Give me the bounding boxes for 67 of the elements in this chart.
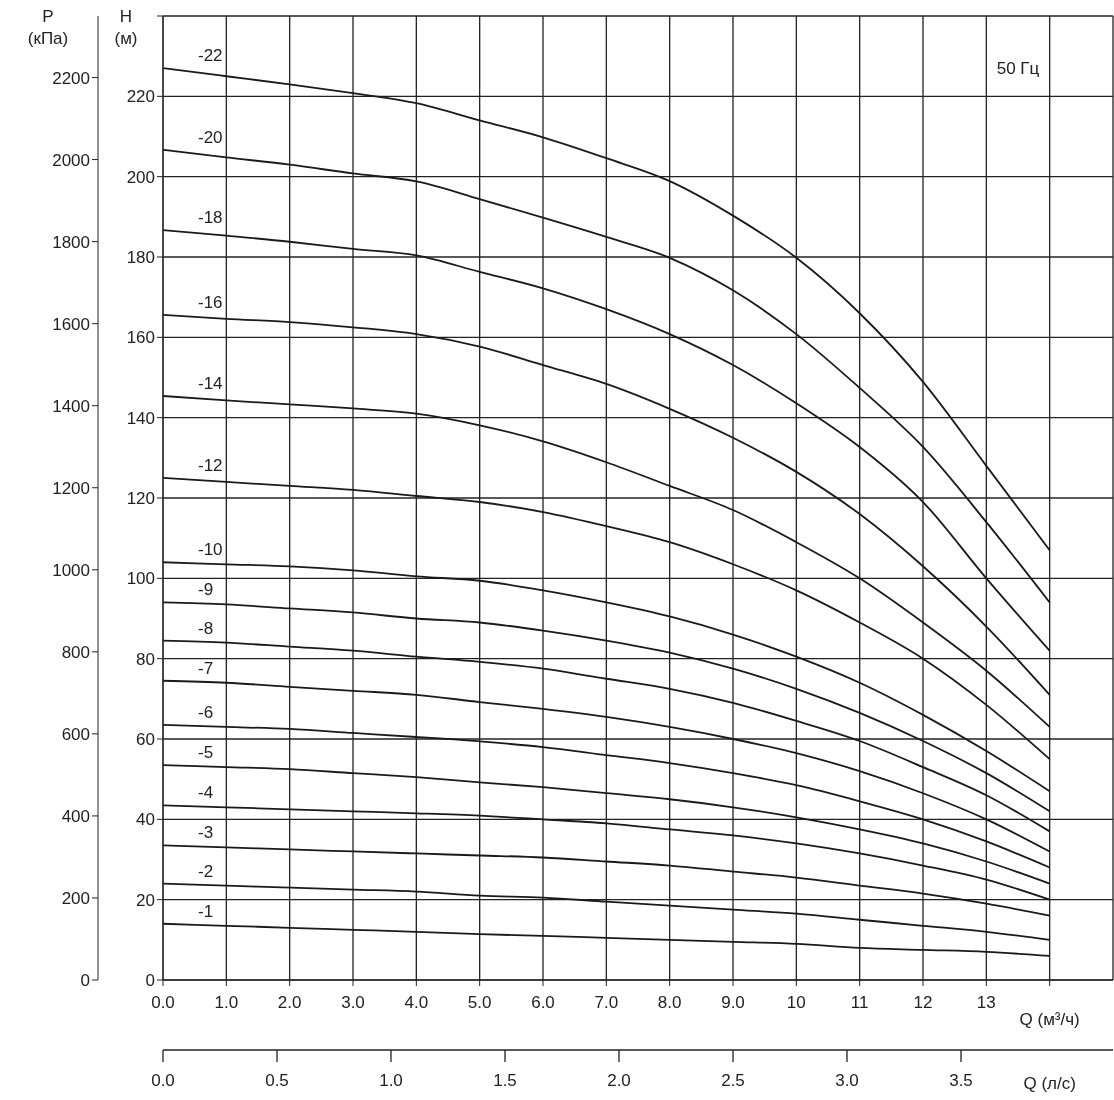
series-label: -9 <box>198 580 214 600</box>
series-label: -10 <box>198 540 223 560</box>
y-tick-label: 140 <box>126 408 155 428</box>
y-tick-label: 100 <box>126 569 155 589</box>
series-label: -8 <box>198 618 214 638</box>
y2-tick-label: 1000 <box>52 560 90 580</box>
x-tick-label: 1.0 <box>214 993 239 1013</box>
x-tick-label: 11 <box>850 993 869 1013</box>
y2-tick-label: 2000 <box>52 150 90 170</box>
series-label: -3 <box>198 823 214 843</box>
y2-tick-label: 0 <box>80 971 90 991</box>
y-tick-label: 80 <box>136 649 155 669</box>
x2-tick-label: 1.5 <box>493 1071 517 1090</box>
y2-tick-label: 1800 <box>52 232 90 252</box>
series-label: -14 <box>198 373 223 393</box>
x-tick-label: 3.0 <box>341 993 365 1013</box>
x2-tick-label: 2.0 <box>607 1071 631 1090</box>
y-tick-label: 20 <box>136 890 155 910</box>
y-tick-label: 200 <box>126 167 155 187</box>
x-tick-label: 13 <box>976 993 996 1013</box>
y-tick-label: 120 <box>126 489 155 509</box>
x-tick-label: 9.0 <box>721 993 745 1013</box>
series-label: -1 <box>198 901 214 921</box>
y-tick-label: 40 <box>136 810 155 830</box>
x2-axis-title: Q (л/с) <box>1023 1074 1076 1093</box>
x-tick-label: 12 <box>913 993 933 1013</box>
x2-tick-label: 1.0 <box>379 1071 403 1090</box>
series-label: -4 <box>198 783 214 803</box>
series-label: -6 <box>198 702 214 722</box>
x-tick-label: 10 <box>786 993 806 1013</box>
y2-tick-label: 1400 <box>52 396 90 416</box>
x-tick-label: 0.0 <box>151 993 175 1013</box>
y2-tick-label: 400 <box>61 806 90 826</box>
y2-tick-label: 800 <box>61 642 90 662</box>
x2-tick-label: 0.5 <box>265 1071 289 1090</box>
y-axis-title: H (м) <box>114 7 138 48</box>
series-label: -5 <box>198 743 214 763</box>
y2-axis-title: P (кПа) <box>27 7 69 48</box>
x2-tick-label: 3.5 <box>949 1071 973 1090</box>
series-label: -12 <box>198 455 223 475</box>
x-axis-title: Q (м³/ч) <box>1019 1010 1080 1029</box>
x-tick-label: 4.0 <box>404 993 429 1013</box>
y-tick-label: 60 <box>136 730 155 750</box>
series-label: -16 <box>198 292 223 312</box>
y2-tick-label: 1200 <box>52 478 90 498</box>
series-label: -22 <box>198 46 223 66</box>
y2-tick-label: 1600 <box>52 314 90 334</box>
y-tick-label: 160 <box>126 328 155 348</box>
annotation: 50 Гц <box>996 59 1040 79</box>
x2-tick-label: 2.5 <box>721 1071 745 1090</box>
y2-tick-label: 600 <box>61 724 90 744</box>
series-label: -20 <box>198 127 223 147</box>
y-tick-label: 180 <box>126 248 155 268</box>
x-tick-label: 7.0 <box>594 993 619 1013</box>
x-tick-label: 2.0 <box>277 993 302 1013</box>
x-tick-label: 8.0 <box>657 993 682 1013</box>
y-tick-label: 0 <box>145 971 155 991</box>
series-label: -2 <box>198 861 214 881</box>
y-tick-label: 220 <box>126 87 155 107</box>
x-tick-label: 5.0 <box>467 993 492 1013</box>
x-tick-label: 6.0 <box>531 993 555 1013</box>
series-label: -18 <box>198 208 223 228</box>
y2-tick-label: 200 <box>61 888 90 908</box>
series-label: -7 <box>198 658 214 678</box>
y2-tick-label: 2200 <box>52 68 90 88</box>
x2-tick-label: 3.0 <box>835 1071 859 1090</box>
x2-tick-label: 0.0 <box>151 1071 175 1090</box>
